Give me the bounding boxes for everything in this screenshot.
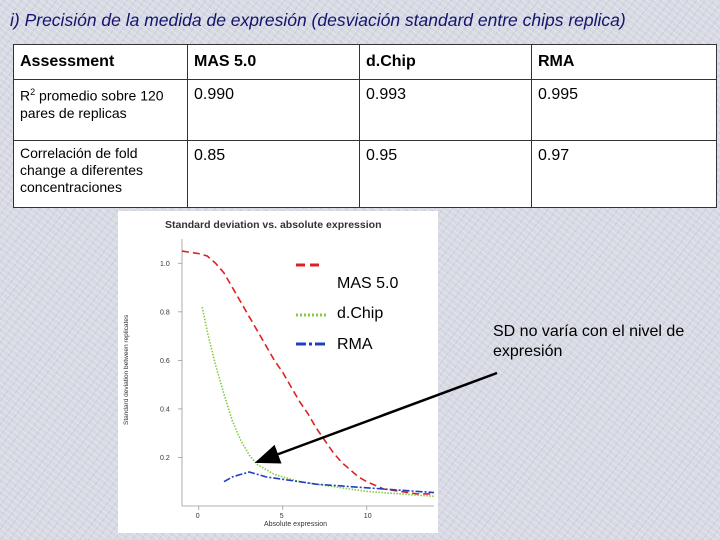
x-axis-label: Absolute expression [264, 521, 327, 528]
chart-legend: MAS 5.0 d.Chip RMA [292, 258, 442, 358]
header-dchip: d.Chip [359, 43, 532, 81]
y-tick-label: 0.4 [160, 406, 170, 413]
header-rma: RMA [531, 43, 717, 81]
x-tick-label: 5 [280, 513, 284, 520]
arrow-line [254, 371, 498, 464]
x-tick-label: 10 [364, 513, 372, 520]
legend-label-dchip: d.Chip [337, 305, 384, 322]
chart-title: Standard deviation vs. absolute expressi… [165, 219, 381, 231]
cell-corr-mas5: 0.85 [187, 140, 360, 208]
slide-title: i) Precisión de la medida de expresión (… [10, 10, 626, 30]
cell-corr-rma: 0.97 [531, 140, 717, 208]
table-row: Correlación de fold change a diferentes … [13, 140, 717, 208]
cell-corr-dchip: 0.95 [359, 140, 532, 208]
y-tick-label: 1.0 [160, 261, 170, 268]
legend-label-mas5: MAS 5.0 [337, 275, 399, 292]
cell-r2-rma: 0.995 [531, 79, 717, 142]
row-label-r2: R2 promedio sobre 120 pares de replicas [13, 79, 188, 142]
sd-chart: Standard deviation vs. absolute expressi… [118, 211, 438, 533]
y-tick-label: 0.2 [160, 455, 170, 462]
y-tick-label: 0.8 [160, 309, 170, 316]
y-tick-label: 0.6 [160, 358, 170, 365]
legend-label-rma: RMA [337, 336, 373, 353]
series-line-rma [223, 471, 435, 494]
y-axis-label: Standard deviation between replicates [123, 314, 130, 425]
cell-r2-dchip: 0.993 [359, 79, 532, 142]
annotation-note: SD no varía con el nivel de expresión [493, 323, 685, 360]
x-tick-label: 0 [196, 513, 200, 520]
series-line-d-chip [201, 306, 435, 498]
row-label-correlation: Correlación de fold change a diferentes … [13, 140, 188, 208]
table-header-row: Assessment MAS 5.0 d.Chip RMA [13, 43, 717, 81]
series-line-mas-5-0 [181, 250, 434, 495]
assessment-table: Assessment MAS 5.0 d.Chip RMA R2 promedi… [13, 43, 717, 208]
